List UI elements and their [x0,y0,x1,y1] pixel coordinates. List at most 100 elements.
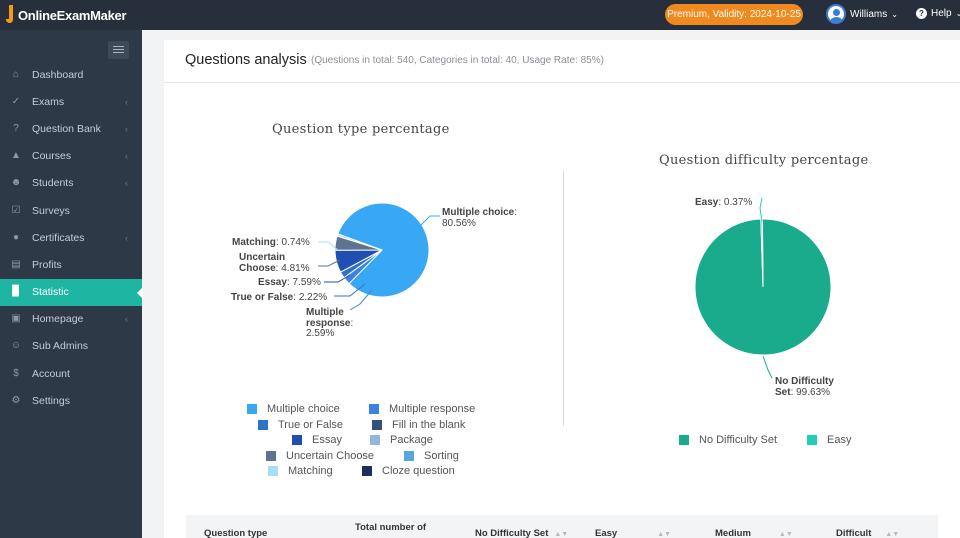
sidebar-item-question-bank[interactable]: ? Question Bank ‹ [0,115,142,142]
legend-swatch [807,435,817,445]
legend-item-sorting[interactable]: Sorting [404,450,459,462]
logo[interactable]: OnlineExamMaker [4,5,127,25]
column-header-label: Medium [715,528,751,538]
bar-chart-icon: ▉ [12,286,20,298]
sidebar-item-label: Sub Admins [32,340,89,353]
legend-item-uncertain-choose[interactable]: Uncertain Choose [266,450,374,462]
sidebar-item-surveys[interactable]: ☑ Surveys [0,197,142,224]
legend-label: Cloze question [382,465,455,477]
user-name: Williams [850,8,888,20]
top-bar: OnlineExamMaker Premium, Validity: 2024-… [0,0,960,30]
legend-label: Sorting [424,450,459,462]
sidebar-menu: ⌂ Dashboard ✓ Exams ‹ ? Question Bank ‹ … [0,61,143,414]
legend-swatch [372,420,382,430]
legend-swatch [404,451,414,461]
column-header-label: No Difficulty Set [475,528,549,538]
column-header-question-type[interactable]: Question type [204,528,267,538]
legend-swatch [370,435,380,445]
legend-swatch [362,466,372,476]
sidebar-item-label: Dashboard [32,68,84,81]
sidebar-item-sub-admins[interactable]: ☺ Sub Admins [0,333,142,360]
column-header-no-difficulty-set[interactable]: No Difficulty Set ▲▼ [475,528,568,538]
legend-swatch [679,435,689,445]
legend-label: True or False [278,419,344,431]
legend-item-multiple-response[interactable]: Multiple response [369,403,475,415]
legend-label: Matching [288,465,333,477]
legend-item-fill-in-the-blank[interactable]: Fill in the blank [372,419,465,431]
legend-item-package[interactable]: Package [370,434,433,446]
user-circle-icon: ☺ [10,340,22,352]
sidebar-item-dashboard[interactable]: ⌂ Dashboard [0,61,142,88]
premium-badge[interactable]: Premium, Validity: 2024-10-25 [665,4,803,25]
legend-swatch [247,404,257,414]
legend-label: Easy [827,434,852,446]
checkbox-icon: ☑ [11,204,21,216]
sidebar-item-label: Surveys [32,204,70,217]
chevron-down-icon: ⌄ [891,9,898,19]
legend-swatch [258,420,268,430]
sidebar-item-label: Question Bank [32,122,101,135]
sidebar-item-certificates[interactable]: ● Certificates ‹ [0,224,142,251]
legend-label: Uncertain Choose [286,450,375,462]
legend-swatch [369,404,379,414]
sidebar-item-exams[interactable]: ✓ Exams ‹ [0,88,142,115]
legend-item-cloze-question[interactable]: Cloze question [362,465,455,477]
page-title: Questions analysis [185,52,307,68]
legend-label: Fill in the blank [392,419,466,431]
chevron-left-icon: ‹ [125,314,128,325]
legend-label: Package [390,434,433,446]
legend-swatch [292,435,302,445]
sidebar-item-profits[interactable]: ▤ Profits [0,251,142,278]
chevron-left-icon: ‹ [125,123,128,134]
logo-text: OnlineExamMaker [18,7,127,23]
homepage-icon: ▣ [11,313,21,325]
chevron-left-icon: ‹ [125,178,128,189]
sidebar-item-students[interactable]: ☻ Students ‹ [0,170,142,197]
sidebar-item-courses[interactable]: ▲ Courses ‹ [0,143,142,170]
chevron-down-icon: ⌄ [955,9,960,18]
legend-label: No Difficulty Set [699,434,778,446]
column-header-label: Question type [204,528,268,538]
column-header-medium[interactable]: Medium ▲▼ [715,528,793,538]
question-icon: ? [13,122,19,134]
questions-analysis-card: Questions analysis (Questions in total: … [164,40,960,538]
logo-icon [4,5,16,25]
legend-item-matching[interactable]: Matching [268,465,333,477]
column-header-label: Total number of [355,522,427,533]
column-header-total-number[interactable]: Total number of [355,522,426,533]
legend-item-multiple-choice[interactable]: Multiple choice [247,403,340,415]
sidebar-item-settings[interactable]: ⚙ Settings [0,387,142,414]
chevron-left-icon: ‹ [125,96,128,107]
check-circle-icon: ✓ [11,95,21,107]
certificate-icon: ● [12,231,20,243]
chevron-left-icon: ‹ [125,151,128,162]
sidebar-item-homepage[interactable]: ▣ Homepage ‹ [0,306,142,333]
sidebar-item-label: Settings [32,394,70,407]
legend-item-easy[interactable]: Easy [807,434,851,446]
sort-icon[interactable]: ▲▼ [778,531,793,538]
legend-label: Essay [312,434,342,446]
legend-swatch [268,466,278,476]
card-header: Questions analysis (Questions in total: … [164,40,960,83]
sort-icon[interactable]: ▲▼ [885,531,900,538]
column-header-difficult[interactable]: Difficult ▲▼ [836,528,899,538]
column-header-easy[interactable]: Easy ▲▼ [595,528,671,538]
sidebar-toggle-button[interactable] [108,41,129,59]
help-menu[interactable]: ? Help ⌄ [916,8,960,19]
legend-label: Multiple response [389,403,476,415]
sidebar-item-label: Homepage [32,313,84,326]
sort-icon[interactable]: ▲▼ [657,531,672,538]
legend-item-true-or-false[interactable]: True or False [258,419,343,431]
sidebar-item-account[interactable]: $ Account [0,360,142,387]
page-subtitle: (Questions in total: 540, Categories in … [311,55,604,66]
home-icon: ⌂ [12,68,20,80]
sidebar-item-label: Statistic [32,286,69,299]
chart-title-difficulty: Question difficulty percentage [659,153,869,168]
legend-swatch [266,451,276,461]
legend-item-essay[interactable]: Essay [292,434,342,446]
user-menu[interactable]: Williams ⌄ [826,4,898,24]
sort-icon[interactable]: ▲▼ [554,531,569,538]
table-header: Question type Total number of No Difficu… [186,515,938,538]
sidebar-item-statistic[interactable]: ▉ Statistic [0,278,143,306]
legend-item-no-difficulty-set[interactable]: No Difficulty Set [679,434,777,446]
